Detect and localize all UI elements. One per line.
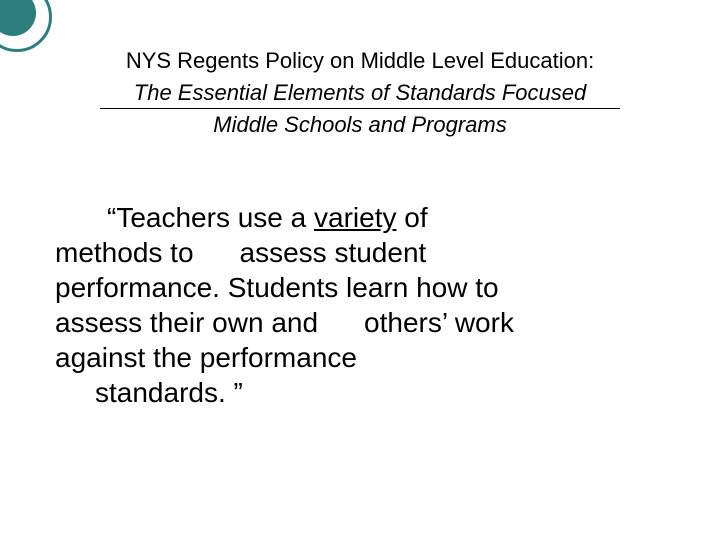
quote-line-1: “Teachers use a variety of	[55, 200, 675, 235]
quote-text: of	[396, 202, 427, 233]
title-divider	[100, 108, 620, 109]
quote-line-4: assess their own and others’ work	[55, 305, 675, 340]
title-line-3: Middle Schools and Programs	[0, 112, 720, 138]
quote-text: standards. ”	[95, 377, 243, 408]
quote-underlined: variety	[314, 202, 396, 233]
quote-line-2: methods to assess student	[55, 235, 675, 270]
title-line-1: NYS Regents Policy on Middle Level Educa…	[0, 48, 720, 74]
quote-text: “Teachers use a	[107, 202, 314, 233]
quote-line-5: against the performance	[55, 340, 675, 375]
quote-text: assess their own and	[55, 307, 318, 338]
title-line-2: The Essential Elements of Standards Focu…	[0, 80, 720, 106]
quote-text: methods to	[55, 237, 194, 268]
title-block: NYS Regents Policy on Middle Level Educa…	[0, 48, 720, 138]
quote-body: “Teachers use a variety of methods to ass…	[55, 200, 675, 410]
quote-text: others’ work	[364, 307, 514, 338]
quote-line-3: performance. Students learn how to	[55, 270, 675, 305]
quote-line-6: standards. ”	[55, 375, 675, 410]
quote-text: assess student	[240, 237, 427, 268]
